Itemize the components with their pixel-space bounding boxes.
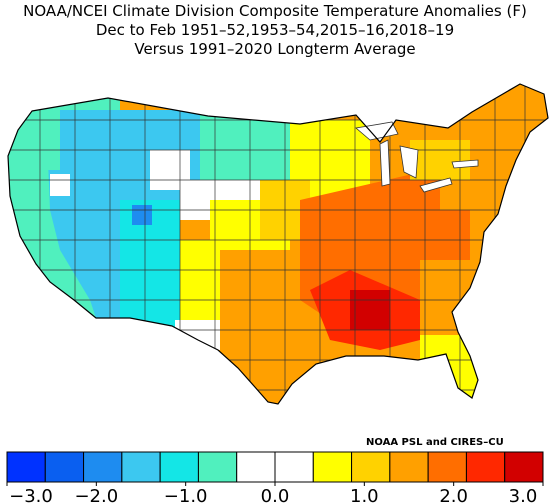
colorbar-box — [465, 451, 506, 483]
lake-erie — [419, 177, 453, 193]
region-hot-core — [350, 290, 390, 330]
colorbar-tick-label: −2.0 — [74, 486, 118, 504]
colorbar-box — [6, 451, 46, 483]
colorbar-box — [121, 451, 161, 483]
colorbar-tick-label: 0.0 — [261, 486, 290, 504]
us-outline — [7, 83, 549, 405]
region-cold-spot — [132, 205, 152, 225]
colorbar-box — [274, 451, 314, 483]
colorbar-box — [389, 451, 429, 483]
colorbar-tick-label: −1.0 — [164, 486, 208, 504]
colorbar-box — [504, 451, 544, 483]
colorbar-box — [159, 451, 199, 483]
map-title-line-3: Versus 1991–2020 Longterm Average — [134, 40, 416, 58]
colorbar-box — [351, 451, 391, 483]
anomaly-regions — [8, 84, 548, 404]
region-northern-plains — [200, 100, 290, 190]
colorbar-box — [427, 451, 467, 483]
region-sw-texas-white — [175, 320, 220, 350]
colorbar-tick-label: −3.0 — [9, 486, 53, 504]
region-great-lakes — [410, 140, 470, 180]
region-florida — [420, 335, 480, 404]
colorbar-labels: −3.0 −2.0 −1.0 0.0 1.0 2.0 3.0 — [9, 486, 537, 504]
colorbar-box — [236, 451, 276, 483]
region-new-mexico — [180, 240, 220, 320]
colorbar-box — [197, 451, 238, 483]
colorbar-boxes — [6, 451, 544, 483]
colorbar-tick-label: 2.0 — [439, 486, 468, 504]
lake-huron — [399, 145, 419, 179]
colorbar-box — [312, 451, 353, 483]
region-nevada-white — [50, 174, 70, 196]
colorbar-box — [44, 451, 85, 483]
colorbar-tick-label: 1.0 — [350, 486, 379, 504]
colorbar-box — [83, 451, 123, 483]
colorbar-ticks — [6, 482, 544, 486]
credit-label: NOAA PSL and CIRES–CU — [366, 437, 504, 448]
colorbar-legend: −3.0 −2.0 −1.0 0.0 1.0 2.0 3.0 — [6, 451, 544, 504]
map-title-line-1: NOAA/NCEI Climate Division Composite Tem… — [23, 2, 527, 20]
map-title-line-2: Dec to Feb 1951–52,1953–54,2015–16,2018–… — [95, 21, 455, 39]
lake-ontario — [451, 159, 479, 169]
region-southeast — [420, 260, 480, 330]
us-climate-division-map — [7, 83, 549, 405]
colorbar-tick-label: 3.0 — [509, 486, 538, 504]
lake-michigan — [379, 139, 391, 187]
great-lakes — [355, 121, 479, 193]
region-texas — [220, 250, 310, 390]
